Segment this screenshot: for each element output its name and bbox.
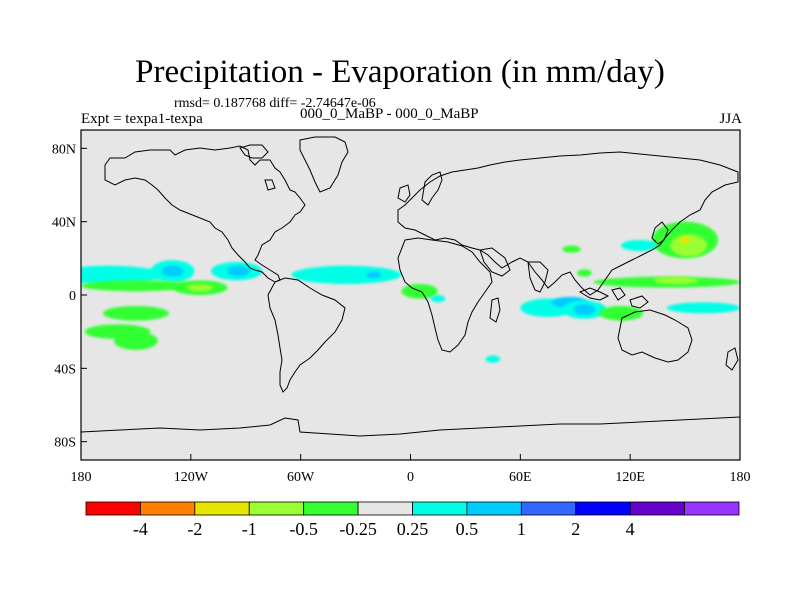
coastline-africa [397,237,493,353]
coastline-india [527,261,549,293]
x-tick-label-3: 0 [407,470,414,485]
x-tick-label-5: 120E [615,470,645,485]
colorbar-label-8: 2 [571,519,580,539]
colorbar-box-3 [248,501,305,516]
chart-title: Precipitation - Evaporation (in mm/day) [135,54,665,90]
coastline-arabia [479,247,511,277]
contour-region-4 [227,265,250,277]
contour-region-27 [562,245,581,253]
contour-region-29 [485,355,501,363]
contour-region-6 [366,271,382,279]
contour-region-2 [161,265,184,277]
colorbar-label-1: -2 [187,519,202,539]
coastline-scandinavia [421,171,443,206]
coastline-britain [397,184,411,203]
colorbar-label-9: 4 [626,519,635,539]
colorbar-box-8 [520,501,577,516]
contour-region-19 [666,302,740,314]
colorbar-box-11 [684,501,740,516]
coastline-new-zealand [725,347,739,371]
contour-region-23 [679,236,691,244]
coastline-antarctica [81,416,740,437]
x-tick-label-1: 120W [174,470,209,485]
colorbar-label-6: 0.5 [456,519,479,539]
colorbar: -4 -2 -1 -0.5 -0.25 0.25 0.5 1 2 4 [85,501,740,539]
colorbar-box-9 [575,501,631,516]
x-tick-label-4: 60E [509,470,532,485]
colorbar-label-0: -4 [133,519,148,539]
coastline-eurasia [397,151,739,296]
x-tick-label-0: 180 [71,470,92,485]
colorbar-box-1 [140,501,196,516]
contour-region-5 [291,265,402,285]
coastline-south-america [267,277,346,393]
colorbar-box-2 [194,501,250,516]
contour-region-28 [577,269,592,277]
season-label: JJA [719,111,742,127]
colorbar-box-5 [357,501,413,516]
colorbar-box-7 [466,501,522,516]
y-tick-label-2: 0 [69,289,76,304]
colorbar-box-10 [629,501,685,516]
axes-layer: 180 120W 60W 0 60E 120E 180 80N 40N 0 40S 80S [52,142,751,485]
stats-text: rmsd= 0.187768 diff= -2.74647e-06 [174,96,376,111]
colorbar-label-7: 1 [517,519,526,539]
contour-region-10 [102,306,169,321]
expt-label: Expt = texpa1-texpa [81,111,203,127]
coastline-madagascar [489,297,501,323]
contour-region-7 [81,280,191,292]
y-tick-label-4: 80S [54,436,76,451]
colorbar-box-0 [85,501,141,516]
x-tick-label-6: 180 [730,470,751,485]
x-tick-label-2: 60W [287,470,315,485]
y-tick-label-1: 40N [52,216,76,231]
coastline-north-america [104,145,306,283]
coastline-greenland [299,136,349,193]
colorbar-label-2: -1 [242,519,257,539]
contour-region-0 [81,265,164,284]
coastline-arctic-islands [239,144,276,191]
contour-region-14 [430,295,446,303]
case-label: 000_0_MaBP - 000_0_MaBP [300,106,479,122]
contour-region-20 [599,306,643,321]
colorbar-box-6 [412,501,468,516]
y-tick-label-3: 40S [54,362,76,377]
contour-region-18 [573,304,596,316]
y-tick-label-0: 80N [52,142,76,157]
coastline-japan [651,221,669,245]
coastline-layer [81,136,740,437]
contour-region-9 [187,284,213,292]
contour-layer [81,221,740,363]
colorbar-label-4: -0.25 [339,519,377,539]
contour-region-12 [113,331,158,351]
coastline-indonesia [578,287,649,309]
contour-region-25 [653,276,698,285]
colorbar-box-4 [303,501,359,516]
contour-region-26 [621,240,658,251]
colorbar-label-3: -0.5 [289,519,318,539]
colorbar-label-5: 0.25 [397,519,429,539]
coastline-australia [617,309,693,363]
